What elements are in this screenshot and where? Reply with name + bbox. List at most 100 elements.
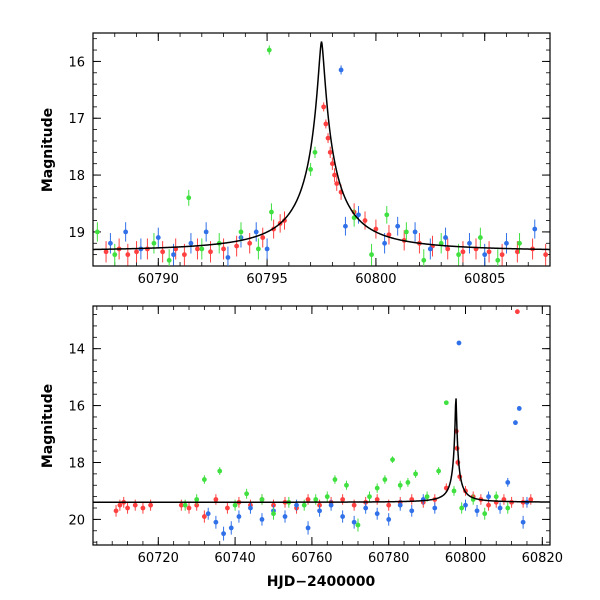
- data-point: [225, 505, 230, 511]
- data-point: [201, 477, 207, 482]
- top-y-ticks: 16 17 18 19: [68, 38, 550, 267]
- x-tick-label: 60800: [355, 272, 396, 287]
- data-point: [477, 235, 483, 240]
- data-point: [374, 511, 380, 517]
- bottom-y-ticks: 14 16 18 20: [68, 314, 550, 543]
- data-point: [264, 246, 270, 252]
- data-point: [374, 497, 380, 502]
- data-point: [499, 252, 505, 258]
- data-point: [351, 519, 357, 525]
- data-point: [495, 257, 501, 263]
- data-point: [117, 502, 123, 508]
- data-point: [421, 257, 427, 263]
- data-point: [166, 257, 172, 263]
- data-point: [382, 240, 388, 246]
- data-point: [328, 502, 334, 508]
- data-point: [390, 457, 395, 463]
- data-point: [186, 505, 192, 511]
- data-point: [344, 482, 349, 488]
- data-point: [334, 181, 340, 186]
- data-point: [203, 229, 209, 235]
- data-point: [504, 240, 509, 246]
- data-point: [305, 497, 311, 502]
- data-point: [305, 525, 311, 531]
- data-point: [332, 172, 337, 178]
- data-point: [253, 229, 259, 235]
- data-point: [321, 104, 327, 110]
- data-point: [294, 502, 299, 508]
- data-point: [182, 252, 187, 258]
- data-point: [486, 502, 491, 508]
- data-point: [108, 240, 113, 246]
- data-point: [384, 212, 390, 218]
- data-point: [424, 494, 430, 500]
- data-point: [188, 240, 194, 246]
- data-point: [260, 235, 266, 240]
- data-point: [282, 218, 287, 223]
- x-tick-label: 60780: [368, 551, 409, 566]
- data-point: [325, 135, 331, 141]
- data-point: [125, 505, 130, 511]
- data-point: [234, 243, 240, 249]
- data-point: [271, 511, 276, 517]
- data-point: [403, 229, 409, 235]
- data-point: [373, 226, 379, 232]
- data-point: [486, 494, 491, 500]
- y-tick-label: 16: [68, 400, 85, 415]
- data-point: [140, 505, 146, 511]
- bottom-x-ticks: 60720 60740 60760 60780 60800 60820: [96, 306, 563, 566]
- data-point: [221, 531, 226, 537]
- data-point: [456, 340, 462, 346]
- data-point: [221, 246, 226, 252]
- data-point: [338, 67, 344, 73]
- data-point: [409, 508, 415, 514]
- data-point: [514, 309, 520, 315]
- data-point: [520, 519, 526, 525]
- y-tick-label: 14: [68, 343, 85, 358]
- data-point: [497, 505, 503, 511]
- data-point: [432, 505, 438, 511]
- bottom-plot-area: [93, 309, 550, 541]
- data-point: [356, 212, 361, 218]
- data-point: [445, 246, 451, 252]
- data-point: [474, 508, 480, 514]
- data-point: [327, 149, 333, 155]
- data-point: [266, 47, 272, 53]
- data-point: [244, 491, 250, 497]
- data-point: [543, 252, 549, 258]
- data-point: [451, 488, 457, 494]
- data-point: [329, 161, 335, 167]
- data-point: [397, 502, 403, 508]
- y-tick-label: 18: [68, 169, 85, 184]
- data-point: [382, 477, 388, 482]
- data-point: [493, 494, 499, 500]
- data-point: [132, 502, 138, 508]
- data-point: [532, 226, 538, 232]
- model-curve: [93, 398, 550, 504]
- data-point: [213, 519, 219, 525]
- series-0: [103, 102, 549, 266]
- model-curve: [93, 41, 550, 251]
- data-point: [438, 240, 444, 246]
- data-point: [340, 514, 346, 519]
- data-point: [155, 235, 161, 240]
- data-point: [367, 494, 372, 500]
- data-point: [308, 166, 314, 172]
- data-point: [125, 252, 131, 258]
- y-tick-label: 18: [68, 456, 85, 471]
- y-tick-label: 19: [68, 226, 85, 241]
- y-tick-label: 20: [68, 513, 85, 528]
- data-point: [194, 502, 200, 508]
- y-tick-label: 16: [68, 55, 85, 70]
- x-tick-label: 60800: [445, 551, 486, 566]
- data-point: [194, 497, 200, 502]
- data-point: [134, 249, 139, 255]
- data-point: [513, 420, 518, 426]
- data-point: [482, 252, 488, 258]
- data-point: [412, 229, 418, 235]
- data-point: [443, 400, 449, 406]
- data-point: [343, 223, 348, 229]
- data-point: [436, 468, 442, 474]
- data-point: [463, 502, 468, 508]
- data-point: [351, 502, 357, 508]
